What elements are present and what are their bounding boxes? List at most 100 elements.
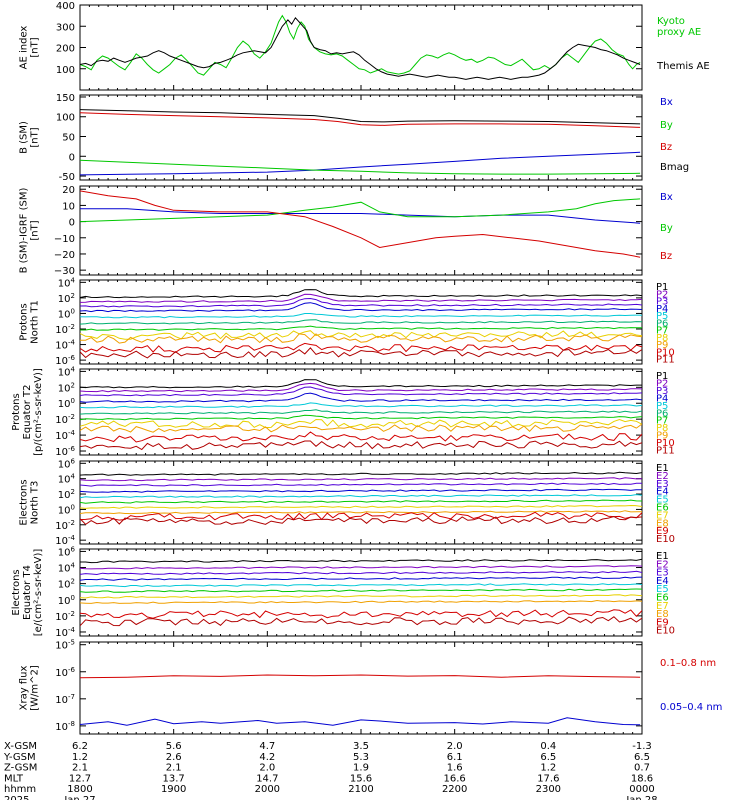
channel-e2 — [80, 477, 642, 482]
footer-value: 4.2 — [259, 752, 275, 763]
footer-value: 2.0 — [259, 763, 275, 774]
y-tick-base: 10 — [55, 668, 68, 679]
channel-e9 — [80, 511, 642, 521]
y-tick-label: −20 — [54, 250, 75, 261]
y-axis-label: Protons — [11, 393, 22, 430]
legend-e6: E6 — [656, 503, 669, 514]
legend-p2: P2 — [656, 378, 668, 389]
channel-e8 — [80, 599, 642, 604]
series-kyoto-proxy-ae — [80, 14, 641, 76]
channel-e7 — [80, 594, 642, 599]
legend-e5: E5 — [656, 495, 669, 506]
footer-value: 6.2 — [72, 741, 88, 752]
legend-p11: P11 — [656, 446, 675, 457]
legend-e6: E6 — [656, 593, 669, 604]
y-tick-label: 104 — [58, 562, 76, 575]
y-tick-exponent: 0 — [71, 503, 75, 511]
footer-value: 6.1 — [447, 752, 463, 763]
channel-p11 — [80, 347, 642, 359]
y-tick-exponent: -6 — [68, 445, 76, 453]
footer-value: 18.6 — [631, 773, 653, 784]
y-tick-base: 10 — [58, 309, 71, 320]
footer-value: 1.2 — [72, 752, 88, 763]
y-tick-label: 10-2 — [55, 413, 75, 426]
y-tick-exponent: -2 — [68, 610, 75, 618]
legend-p2: P2 — [656, 289, 668, 300]
panel-bsm: -50 0 50 100 150 B (SM) [nT] Bx By Bz Bmag — [19, 93, 690, 183]
y-axis-label: [nT] — [30, 37, 41, 57]
y-tick-label: −10 — [54, 234, 75, 245]
channel-e10 — [80, 616, 642, 627]
footer-row-label: Z-GSM — [4, 763, 37, 774]
y-axis-label: Protons — [19, 303, 30, 340]
channel-p7 — [80, 414, 642, 421]
footer-value: 2.1 — [72, 763, 88, 774]
footer-row-label: MLT — [4, 773, 24, 784]
y-tick-exponent: 4 — [71, 365, 76, 373]
y-tick-exponent: 4 — [71, 276, 76, 284]
legend-p9: P9 — [656, 431, 668, 442]
y-tick-label: 0 — [69, 152, 75, 163]
channel-p7 — [80, 325, 642, 331]
y-tick-label: 10-5 — [55, 639, 75, 652]
y-tick-base: 10 — [58, 294, 71, 305]
y-axis-label: [W/m^2] — [30, 665, 41, 711]
legend-e2: E2 — [656, 471, 669, 482]
footer-value: 5.6 — [166, 741, 182, 752]
y-tick-exponent: -2 — [68, 323, 75, 331]
y-tick-label: 150 — [56, 93, 75, 104]
channel-p2 — [80, 382, 642, 393]
y-tick-label: 10-4 — [55, 339, 75, 352]
y-tick-base: 10 — [55, 447, 68, 458]
y-axis-label: [p/(cm²-s-sr-keV)] — [33, 368, 44, 456]
y-tick-label: 10-7 — [55, 693, 75, 706]
y-tick-exponent: 0 — [71, 307, 75, 315]
legend-e9: E9 — [656, 617, 669, 628]
legend-entry: Bmag — [660, 162, 689, 173]
legend-e3: E3 — [656, 568, 669, 579]
legend-e2: E2 — [656, 559, 669, 570]
legend-e1: E1 — [656, 551, 669, 562]
y-tick-label: 10-6 — [55, 354, 75, 367]
y-tick-exponent: 2 — [71, 578, 75, 586]
channel-p4 — [80, 392, 642, 403]
y-tick-base: 10 — [58, 490, 71, 501]
legend-p3: P3 — [656, 386, 668, 397]
channel-p5 — [80, 402, 642, 409]
y-tick-exponent: -4 — [68, 339, 76, 347]
y-tick-label: 106 — [58, 545, 76, 558]
legend-p9: P9 — [656, 340, 668, 351]
y-tick-label: 100 — [58, 307, 75, 320]
panel-bdiff: −30 −20 −10 0 10 20 B (SM)-IGRF (SM) [nT] Bx By Bz — [19, 185, 673, 277]
y-tick-base: 10 — [55, 341, 68, 352]
channel-e2 — [80, 565, 642, 570]
data-layer — [80, 674, 641, 726]
legend-p10: P10 — [656, 438, 675, 449]
y-tick-label: 10 — [62, 201, 75, 212]
channel-p1 — [80, 379, 642, 389]
legend-entry: 0.1–0.8 nm — [660, 658, 716, 669]
footer-value: 2000 — [255, 784, 280, 795]
footer-value: 0000 — [629, 784, 654, 795]
legend-e7: E7 — [656, 601, 669, 612]
data-layer — [80, 379, 642, 451]
y-tick-exponent: 4 — [71, 562, 76, 570]
legend-p10: P10 — [656, 347, 675, 358]
y-tick-base: 10 — [58, 547, 71, 558]
y-tick-base: 10 — [55, 722, 68, 733]
data-layer — [80, 471, 642, 526]
series-0-05-0-4-nm — [80, 717, 641, 726]
footer-value: 1.6 — [447, 763, 463, 774]
footer-value: 6.5 — [634, 752, 650, 763]
legend-e9: E9 — [656, 526, 669, 537]
y-tick-label: 10-4 — [55, 626, 75, 639]
y-tick-label: 100 — [56, 65, 75, 76]
legend-p8: P8 — [656, 333, 668, 344]
data-layer — [80, 109, 641, 176]
channel-p2 — [80, 293, 642, 303]
footer-value: 1900 — [161, 784, 186, 795]
series-bz — [80, 190, 641, 258]
y-tick-base: 10 — [55, 695, 68, 706]
